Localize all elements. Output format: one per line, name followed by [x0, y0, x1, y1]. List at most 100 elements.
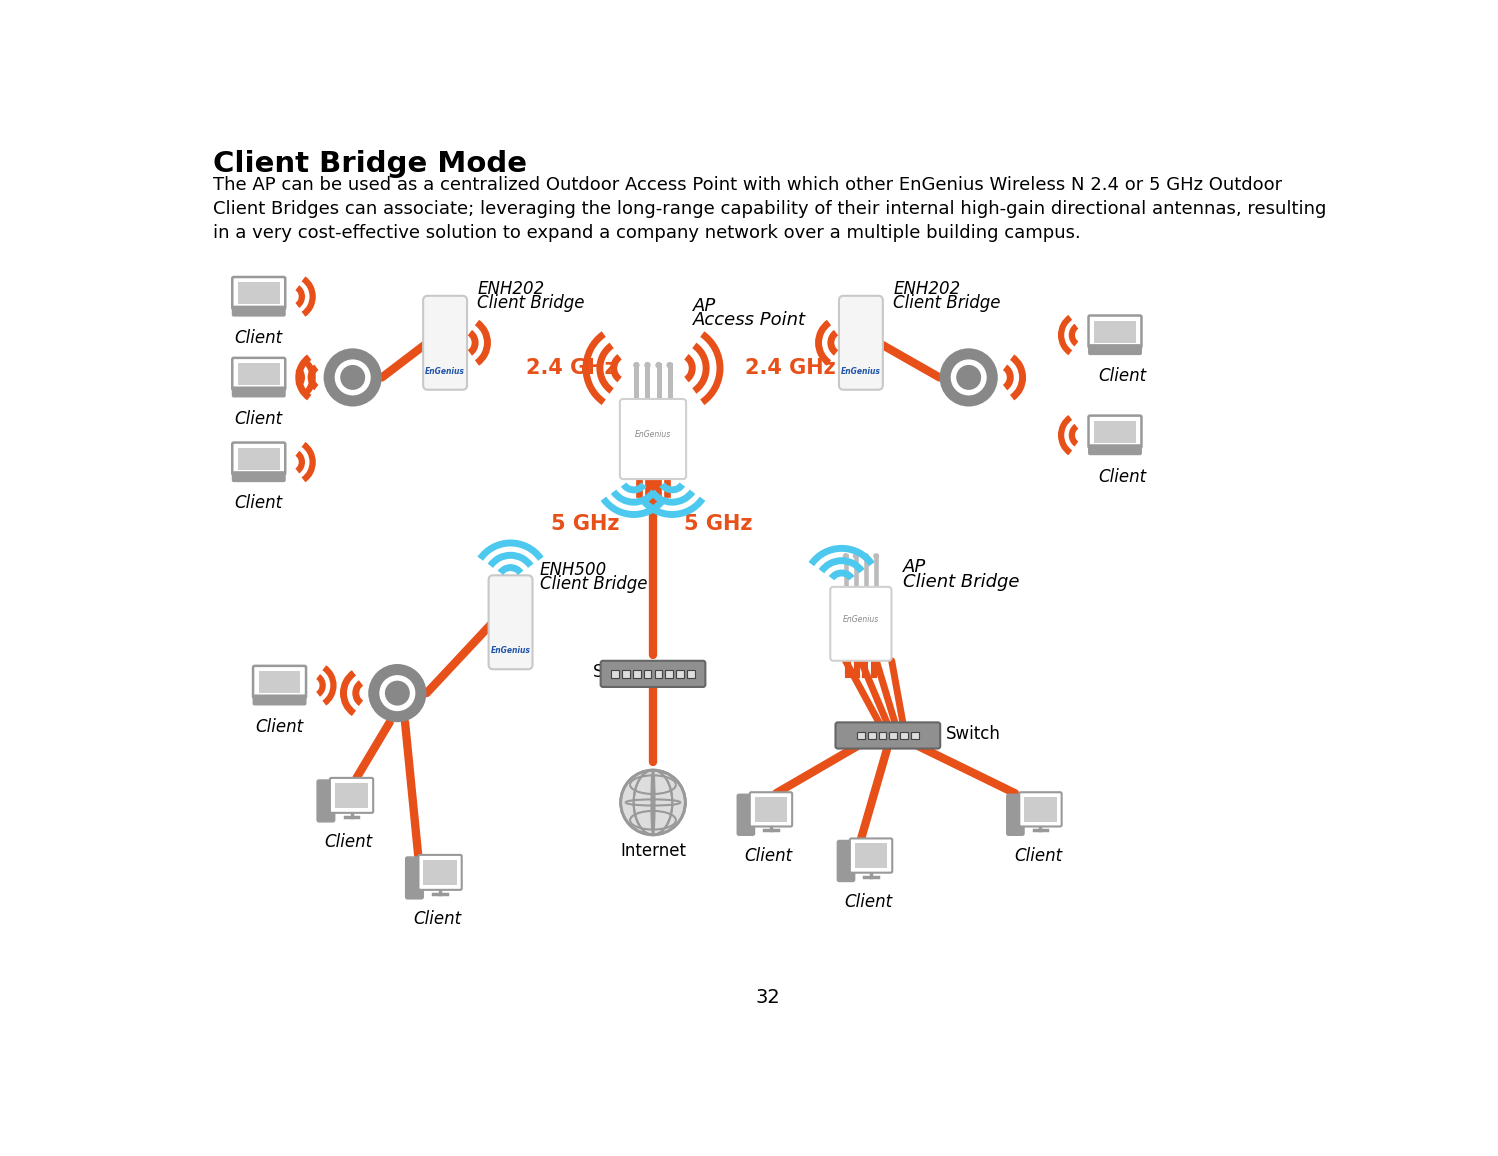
Circle shape	[951, 360, 987, 395]
Text: Client: Client	[1098, 368, 1147, 385]
FancyBboxPatch shape	[238, 447, 280, 469]
FancyBboxPatch shape	[837, 840, 854, 881]
Text: 2.4 GHz: 2.4 GHz	[746, 358, 836, 378]
Text: Client: Client	[235, 409, 283, 428]
Text: EnGenius: EnGenius	[425, 366, 464, 376]
FancyBboxPatch shape	[830, 587, 891, 661]
Circle shape	[843, 553, 848, 560]
FancyBboxPatch shape	[836, 722, 941, 749]
FancyBboxPatch shape	[1089, 316, 1141, 348]
FancyBboxPatch shape	[424, 860, 457, 884]
FancyBboxPatch shape	[1094, 320, 1135, 342]
FancyBboxPatch shape	[900, 732, 908, 740]
FancyBboxPatch shape	[634, 670, 641, 677]
Text: EnGenius: EnGenius	[840, 366, 881, 376]
FancyBboxPatch shape	[601, 661, 706, 687]
FancyBboxPatch shape	[1089, 416, 1141, 447]
Text: Client: Client	[745, 847, 792, 865]
FancyBboxPatch shape	[620, 399, 686, 479]
Circle shape	[852, 553, 858, 560]
FancyBboxPatch shape	[232, 443, 285, 475]
FancyBboxPatch shape	[755, 798, 788, 822]
Text: AP: AP	[903, 558, 926, 577]
FancyBboxPatch shape	[879, 732, 887, 740]
FancyBboxPatch shape	[232, 358, 285, 390]
Text: Internet: Internet	[620, 843, 686, 860]
Text: Client: Client	[235, 329, 283, 347]
Circle shape	[620, 770, 686, 835]
FancyBboxPatch shape	[676, 670, 683, 677]
Text: 5 GHz: 5 GHz	[683, 513, 752, 534]
FancyBboxPatch shape	[232, 277, 285, 309]
FancyBboxPatch shape	[1019, 792, 1062, 827]
FancyBboxPatch shape	[238, 363, 280, 385]
Text: EnGenius: EnGenius	[491, 646, 530, 655]
FancyBboxPatch shape	[234, 306, 285, 316]
Circle shape	[379, 675, 415, 711]
FancyBboxPatch shape	[336, 783, 369, 808]
FancyBboxPatch shape	[318, 780, 334, 822]
FancyBboxPatch shape	[406, 858, 422, 898]
Text: Access Point: Access Point	[694, 311, 806, 329]
Circle shape	[334, 360, 370, 395]
FancyBboxPatch shape	[655, 670, 662, 677]
Text: Client: Client	[845, 894, 893, 911]
Circle shape	[863, 553, 869, 560]
Circle shape	[634, 362, 640, 369]
Text: Client Bridge: Client Bridge	[903, 573, 1020, 591]
Text: 5 GHz: 5 GHz	[551, 513, 620, 534]
Text: Client: Client	[256, 718, 304, 735]
FancyBboxPatch shape	[611, 670, 619, 677]
Circle shape	[655, 362, 662, 369]
FancyBboxPatch shape	[665, 670, 673, 677]
FancyBboxPatch shape	[737, 794, 753, 835]
Text: EnGenius: EnGenius	[635, 430, 671, 439]
FancyBboxPatch shape	[855, 844, 887, 868]
Circle shape	[956, 365, 981, 390]
Circle shape	[385, 681, 410, 705]
Text: 32: 32	[755, 988, 780, 1007]
FancyBboxPatch shape	[839, 296, 882, 390]
Text: ENH500: ENH500	[539, 561, 607, 579]
FancyBboxPatch shape	[238, 282, 280, 304]
FancyBboxPatch shape	[422, 296, 467, 390]
Text: Client: Client	[235, 495, 283, 512]
FancyBboxPatch shape	[750, 792, 792, 827]
Text: ENH202: ENH202	[478, 280, 545, 297]
FancyBboxPatch shape	[911, 732, 918, 740]
FancyBboxPatch shape	[1089, 346, 1140, 354]
Circle shape	[369, 664, 427, 722]
FancyBboxPatch shape	[1025, 798, 1056, 822]
FancyBboxPatch shape	[1007, 794, 1023, 835]
Text: Client Bridge: Client Bridge	[539, 576, 647, 593]
FancyBboxPatch shape	[259, 670, 300, 694]
Text: EnGenius: EnGenius	[843, 615, 879, 624]
FancyBboxPatch shape	[418, 855, 461, 890]
Text: Client: Client	[413, 910, 461, 928]
FancyBboxPatch shape	[1089, 445, 1140, 454]
FancyBboxPatch shape	[1094, 421, 1135, 443]
Text: Switch: Switch	[593, 664, 647, 681]
Text: Client: Client	[1098, 467, 1147, 486]
Text: 2.4 GHz: 2.4 GHz	[526, 358, 617, 378]
FancyBboxPatch shape	[890, 732, 897, 740]
FancyBboxPatch shape	[234, 473, 285, 481]
Text: The AP can be used as a centralized Outdoor Access Point with which other EnGeni: The AP can be used as a centralized Outd…	[213, 176, 1326, 243]
FancyBboxPatch shape	[234, 387, 285, 397]
Circle shape	[873, 553, 879, 560]
FancyBboxPatch shape	[253, 696, 306, 704]
Circle shape	[340, 365, 366, 390]
FancyBboxPatch shape	[488, 576, 532, 669]
Circle shape	[324, 348, 382, 407]
Circle shape	[939, 348, 998, 407]
Text: Client: Client	[325, 833, 373, 851]
Circle shape	[644, 362, 650, 369]
Text: ENH202: ENH202	[893, 280, 960, 297]
FancyBboxPatch shape	[330, 778, 373, 813]
Text: Client Bridge Mode: Client Bridge Mode	[213, 150, 527, 178]
Text: Client Bridge: Client Bridge	[478, 295, 584, 312]
Text: Switch: Switch	[945, 725, 1001, 743]
FancyBboxPatch shape	[867, 732, 875, 740]
Text: Client: Client	[1014, 847, 1062, 865]
FancyBboxPatch shape	[622, 670, 629, 677]
